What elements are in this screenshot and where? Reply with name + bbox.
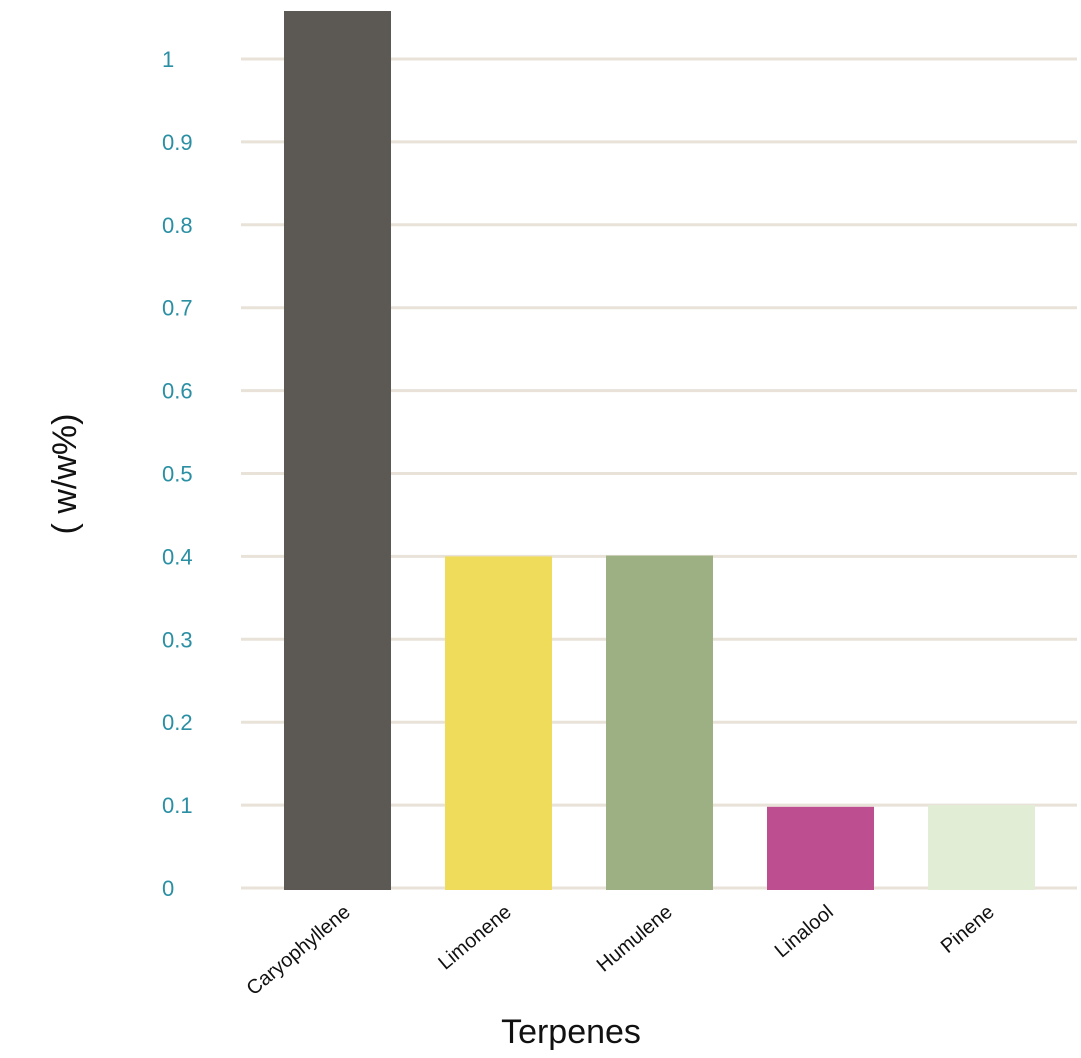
bar-linalool <box>767 806 874 890</box>
x-tick-label: Pinene <box>937 901 999 958</box>
x-tick-label: Limonene <box>434 901 515 974</box>
x-tick-label: Caryophyllene <box>243 901 355 1000</box>
bar-pinene <box>928 805 1035 890</box>
y-tick-label: 0.1 <box>162 793 193 818</box>
bar-humulene <box>606 555 713 890</box>
x-axis-ticks: Caryophyllene Limonene Humulene Linalool Pin… <box>243 901 999 1000</box>
x-tick-label: Humulene <box>593 901 677 976</box>
y-axis-ticks: 0 0.1 0.2 0.3 0.4 0.5 0.6 0.7 0.8 0.9 1 <box>162 47 193 901</box>
y-tick-label: 0.4 <box>162 544 193 569</box>
y-axis-title: ( w/w%) <box>46 414 84 535</box>
y-tick-label: 0.9 <box>162 130 193 155</box>
y-tick-label: 0 <box>162 876 174 901</box>
y-tick-label: 0.6 <box>162 379 193 404</box>
y-tick-label: 0.8 <box>162 213 193 238</box>
y-tick-label: 0.3 <box>162 627 193 652</box>
x-axis-title: Terpenes <box>501 1013 641 1051</box>
x-tick-label: Linalool <box>771 901 838 962</box>
y-tick-label: 0.5 <box>162 462 193 487</box>
y-tick-label: 0.2 <box>162 710 193 735</box>
y-tick-label: 1 <box>162 47 174 72</box>
bar-limonene <box>445 556 552 890</box>
bars <box>284 11 1035 890</box>
y-tick-label: 0.7 <box>162 296 193 321</box>
bar-caryophyllene <box>284 11 391 890</box>
